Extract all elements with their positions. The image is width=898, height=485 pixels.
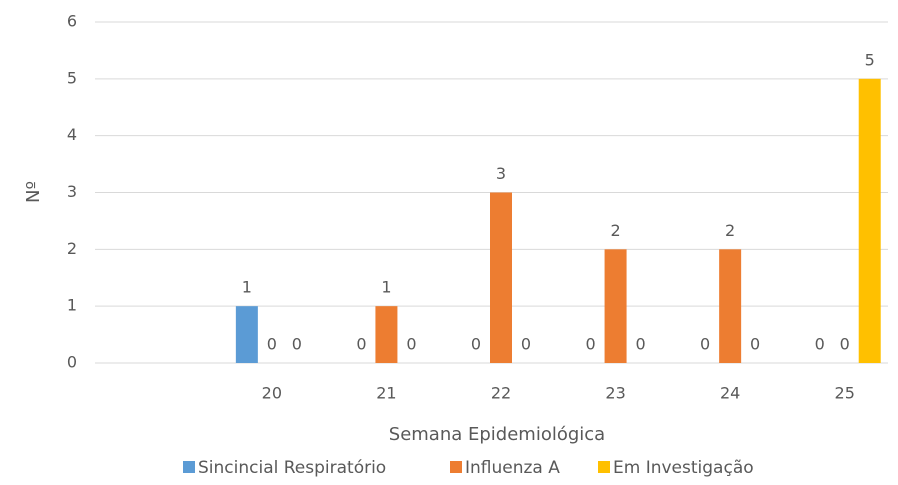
data-label: 5 <box>865 50 875 69</box>
y-tick-label: 6 <box>67 12 77 31</box>
bar <box>719 249 742 363</box>
data-label: 3 <box>496 164 506 183</box>
data-label: 0 <box>815 335 825 354</box>
y-tick-label: 0 <box>67 353 77 372</box>
data-label: 0 <box>585 335 595 354</box>
data-label: 0 <box>267 335 277 354</box>
bar <box>858 78 881 363</box>
data-label: 0 <box>356 335 366 354</box>
x-tick-label: 25 <box>835 384 855 403</box>
data-label: 1 <box>381 278 391 297</box>
data-label: 0 <box>521 335 531 354</box>
legend-label: Em Investigação <box>613 458 754 478</box>
data-label: 0 <box>292 335 302 354</box>
data-label: 0 <box>750 335 760 354</box>
x-tick-label: 23 <box>605 384 625 403</box>
bar <box>604 249 627 363</box>
data-label: 0 <box>471 335 481 354</box>
bar <box>375 306 398 363</box>
x-axis-title: Semana Epidemiológica <box>389 424 605 445</box>
data-label: 1 <box>242 278 252 297</box>
y-tick-label: 3 <box>67 182 77 201</box>
legend-swatch <box>450 461 462 473</box>
bar <box>490 192 512 363</box>
x-tick-label: 20 <box>262 384 282 403</box>
y-tick-label: 4 <box>67 125 77 144</box>
bar <box>235 306 258 363</box>
data-label: 2 <box>725 221 735 240</box>
legend-swatch <box>183 461 195 473</box>
data-label: 2 <box>610 221 620 240</box>
legend-label: Influenza A <box>465 458 560 478</box>
data-label: 0 <box>840 335 850 354</box>
x-tick-label: 24 <box>720 384 740 403</box>
y-axis-title: Nº <box>23 181 44 203</box>
x-tick-label: 21 <box>376 384 396 403</box>
data-label: 0 <box>700 335 710 354</box>
legend-label: Sincincial Respiratório <box>198 458 386 478</box>
x-tick-label: 22 <box>491 384 511 403</box>
data-label: 0 <box>406 335 416 354</box>
y-tick-label: 2 <box>67 239 77 258</box>
data-label: 0 <box>635 335 645 354</box>
y-tick-label: 5 <box>67 68 77 87</box>
legend-swatch <box>598 461 610 473</box>
y-tick-label: 1 <box>67 296 77 315</box>
